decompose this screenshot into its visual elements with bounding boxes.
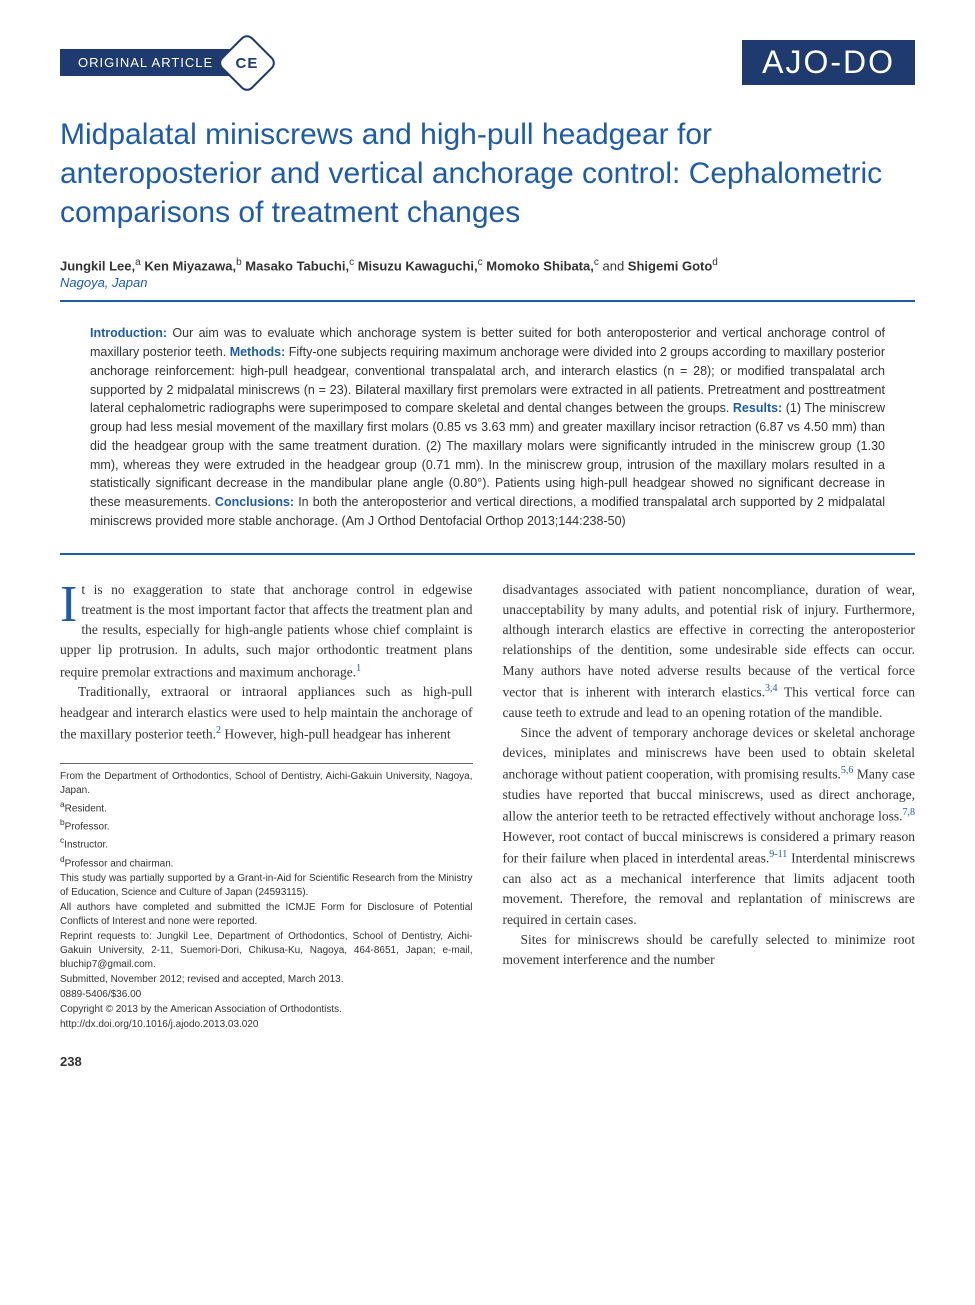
footnote-reprint: Reprint requests to: Jungkil Lee, Depart…	[60, 930, 473, 972]
body-text: Sites for miniscrews should be carefully…	[503, 932, 916, 967]
body-paragraph: disadvantages associated with patient no…	[503, 580, 916, 723]
footnote-b-text: Professor.	[65, 821, 110, 832]
abstract-block: Introduction: Our aim was to evaluate wh…	[60, 312, 915, 542]
author-name: Ken Miyazawa,	[144, 258, 236, 273]
footnote-b: bProfessor.	[60, 817, 473, 834]
footnote-copyright: Copyright © 2013 by the American Associa…	[60, 1003, 473, 1017]
body-paragraph: It is no exaggeration to state that anch…	[60, 580, 473, 683]
citation-ref[interactable]: 5,6	[841, 765, 854, 776]
page-number: 238	[60, 1052, 473, 1072]
footnote-c-text: Instructor.	[64, 840, 108, 851]
footnote-coi: All authors have completed and submitted…	[60, 901, 473, 929]
abstract-results-text: (1) The miniscrew group had less mesial …	[90, 401, 885, 509]
footnote-funding: This study was partially supported by a …	[60, 872, 473, 900]
body-paragraph: Since the advent of temporary anchorage …	[503, 723, 916, 930]
dropcap: I	[60, 580, 81, 626]
column-right: disadvantages associated with patient no…	[503, 580, 916, 1072]
footnote-a: aResident.	[60, 799, 473, 816]
author-affil: a	[135, 257, 141, 268]
body-text: disadvantages associated with patient no…	[503, 582, 916, 700]
body-columns: It is no exaggeration to state that anch…	[60, 580, 915, 1072]
author-affil: c	[478, 257, 483, 268]
body-paragraph: Traditionally, extraoral or intraoral ap…	[60, 682, 473, 744]
author-name: Misuzu Kawaguchi,	[358, 258, 478, 273]
authors-joiner: and	[602, 258, 627, 273]
citation-ref[interactable]: 7,8	[903, 807, 916, 818]
section-label: ORIGINAL ARTICLE	[78, 55, 213, 70]
author-affil: d	[712, 257, 718, 268]
authors-line: Jungkil Lee,a Ken Miyazawa,b Masako Tabu…	[60, 257, 915, 273]
citation-ref[interactable]: 1	[356, 663, 361, 674]
footnote-from: From the Department of Orthodontics, Sch…	[60, 770, 473, 798]
abstract-results-label: Results:	[733, 401, 782, 415]
abstract-conclusions-label: Conclusions:	[215, 495, 294, 509]
author-affil: c	[349, 257, 354, 268]
body-paragraph: Sites for miniscrews should be carefully…	[503, 930, 916, 971]
author-affil: b	[236, 257, 242, 268]
citation-ref[interactable]: 3,4	[765, 683, 778, 694]
journal-logo-text: AJO-DO	[762, 44, 895, 80]
body-text: t is no exaggeration to state that ancho…	[60, 582, 473, 680]
abstract-methods-label: Methods:	[230, 345, 286, 359]
journal-logo: AJO-DO	[742, 40, 915, 85]
footnote-c: cInstructor.	[60, 835, 473, 852]
section-label-box: ORIGINAL ARTICLE CE	[60, 49, 231, 76]
divider-top	[60, 300, 915, 302]
body-text: However, high-pull headgear has inherent	[221, 726, 451, 741]
footnote-issn: 0889-5406/$36.00	[60, 988, 473, 1002]
article-title: Midpalatal miniscrews and high-pull head…	[60, 115, 915, 232]
citation-ref[interactable]: 9-11	[769, 849, 787, 860]
divider-bottom	[60, 553, 915, 555]
footnotes-block: From the Department of Orthodontics, Sch…	[60, 763, 473, 1032]
footnote-submitted: Submitted, November 2012; revised and ac…	[60, 973, 473, 987]
column-left: It is no exaggeration to state that anch…	[60, 580, 473, 1072]
footnote-d-text: Professor and chairman.	[65, 858, 174, 869]
abstract-intro-label: Introduction:	[90, 326, 167, 340]
footnote-doi[interactable]: http://dx.doi.org/10.1016/j.ajodo.2013.0…	[60, 1018, 473, 1032]
ce-badge-text: CE	[236, 55, 259, 72]
footnote-d: dProfessor and chairman.	[60, 854, 473, 871]
author-location: Nagoya, Japan	[60, 275, 915, 290]
author-name: Momoko Shibata,	[486, 258, 594, 273]
footnote-a-text: Resident.	[65, 803, 107, 814]
author-name: Masako Tabuchi,	[245, 258, 349, 273]
ce-badge: CE	[216, 32, 278, 94]
author-name: Shigemi Goto	[628, 258, 713, 273]
author-name: Jungkil Lee,	[60, 258, 135, 273]
header-bar: ORIGINAL ARTICLE CE AJO-DO	[60, 40, 915, 85]
author-affil: c	[594, 257, 599, 268]
